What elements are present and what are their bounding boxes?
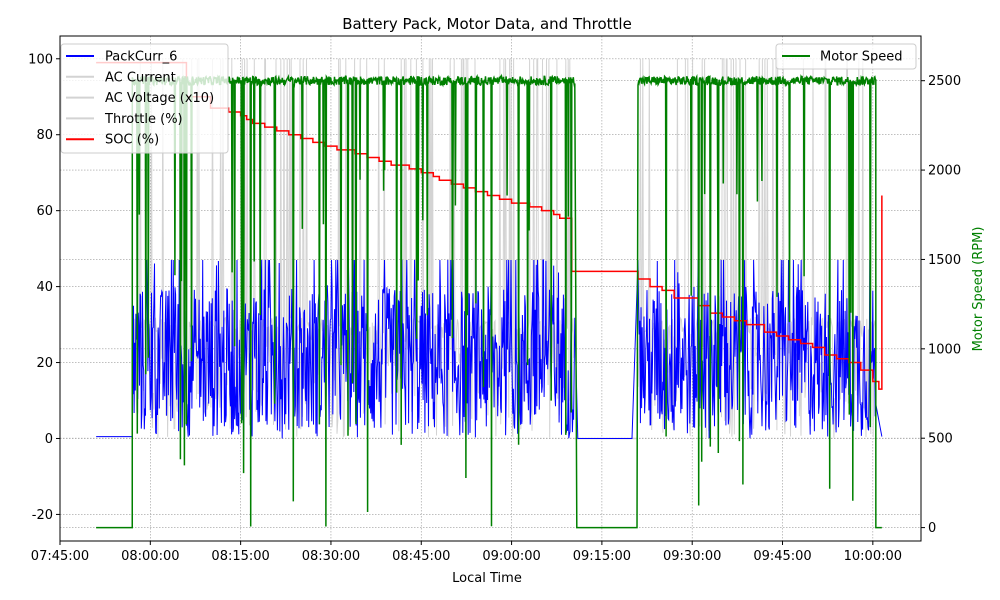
y-tick-label: 40 <box>36 280 53 295</box>
y-right-tick-label: 2000 <box>928 164 961 179</box>
x-tick-label: 07:45:00 <box>31 549 89 564</box>
series-soc-line <box>96 61 883 390</box>
x-tick-label: 08:30:00 <box>302 549 360 564</box>
legend-label: Throttle (%) <box>104 112 183 127</box>
legend-left: PackCurr_6 AC Current AC Voltage (x10) Thro… <box>60 43 229 154</box>
legend-label: AC Voltage (x10) <box>105 91 214 106</box>
x-tick-label: 08:00:00 <box>121 549 179 564</box>
x-tick-label: 09:15:00 <box>573 549 631 564</box>
y-tick-label: -20 <box>32 508 53 523</box>
x-tick-label: 08:15:00 <box>211 549 269 564</box>
y-right-tick-label: 0 <box>928 521 936 536</box>
y-tick-label: 60 <box>36 204 53 219</box>
legend-left-box <box>60 43 229 154</box>
left-axis-ticks: -20 0 20 40 60 80 100 <box>28 52 60 523</box>
legend-label: SOC (%) <box>105 133 159 148</box>
y-tick-label: 100 <box>28 52 53 67</box>
legend-right: Motor Speed <box>775 43 917 70</box>
x-tick-label: 08:45:00 <box>392 549 450 564</box>
legend-label: Motor Speed <box>820 50 902 65</box>
x-tick-label: 09:45:00 <box>753 549 811 564</box>
legend-right-box <box>775 43 917 70</box>
y-right-tick-label: 1500 <box>928 253 961 268</box>
y-tick-label: 20 <box>36 356 53 371</box>
x-axis-ticks: 07:45:00 08:00:00 08:15:00 08:30:00 08:45:00… <box>31 541 902 564</box>
y-right-tick-label: 1000 <box>928 342 961 357</box>
plot-frame <box>59 35 922 542</box>
x-tick-label: 10:00:00 <box>844 549 902 564</box>
series-motor-speed-line <box>96 73 882 529</box>
plot-lines <box>96 61 883 529</box>
right-axis-label: Motor Speed (RPM) <box>971 227 986 352</box>
y-right-tick-label: 500 <box>928 432 953 447</box>
legend-label: AC Current <box>105 70 176 85</box>
y-tick-label: 0 <box>45 432 53 447</box>
legend-label: PackCurr_6 <box>105 50 177 65</box>
y-right-tick-label: 2500 <box>928 74 961 89</box>
x-axis-label: Local Time <box>452 571 522 586</box>
y-tick-label: 80 <box>36 128 53 143</box>
right-axis-ticks: 0 500 1000 1500 2000 2500 <box>921 74 961 536</box>
series-packcurr-line <box>96 259 883 439</box>
x-tick-label: 09:30:00 <box>663 549 721 564</box>
chart-title: Battery Pack, Motor Data, and Throttle <box>342 15 632 33</box>
x-tick-label: 09:00:00 <box>482 549 540 564</box>
